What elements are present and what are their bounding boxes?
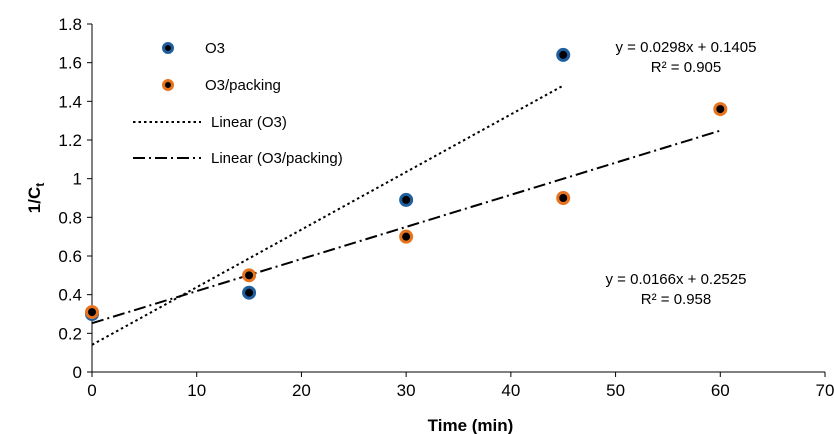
data-points [85, 47, 728, 321]
legend-marker-o3 [162, 42, 174, 54]
y-axis-title-main: 1/C [25, 187, 44, 213]
y-ticks: 0 0.2 0.4 0.6 0.8 1 1.2 1.4 1.6 1.8 [58, 15, 92, 382]
y-tick-label: 0.4 [58, 286, 82, 305]
y-tick-label: 1.6 [58, 54, 82, 73]
y-tick-label: 0.8 [58, 208, 82, 227]
x-tick-label: 50 [606, 381, 625, 400]
x-tick-label: 20 [292, 381, 311, 400]
svg-text:1/Ct: 1/Ct [25, 183, 47, 213]
data-point-o3 [399, 192, 414, 207]
trendline-o3 [91, 84, 564, 346]
legend-label-linear-o3: Linear (O3) [211, 114, 287, 131]
data-point-o3-packing [85, 305, 99, 320]
data-point-o3-packing [399, 229, 414, 244]
axes: 0 10 20 30 40 50 60 70 0 0.2 0.4 0.6 0.8 1 1.2 1.4 1.6 1… [58, 15, 834, 400]
trendlines [91, 84, 721, 346]
y-tick-label: 1.2 [58, 131, 82, 150]
data-point-o3-packing [242, 268, 257, 283]
data-point-o3-packing [713, 102, 728, 117]
legend-marker-o3-packing [162, 79, 174, 91]
y-tick-label: 0.2 [58, 324, 82, 343]
data-point-o3-packing [556, 191, 571, 205]
data-point-o3 [242, 285, 257, 300]
x-tick-label: 30 [397, 381, 416, 400]
x-tick-label: 40 [501, 381, 520, 400]
trendline-equation-o3: y = 0.0298x + 0.1405 [616, 39, 757, 56]
data-point-o3 [556, 47, 571, 62]
trendline-o3-packing [91, 129, 721, 325]
y-tick-label: 1 [73, 170, 82, 189]
trendline-r2-o3: R² = 0.905 [651, 59, 721, 76]
x-tick-label: 0 [87, 381, 96, 400]
trendline-r2-o3-packing: R² = 0.958 [641, 291, 711, 308]
legend-label-o3-packing: O3/packing [205, 77, 281, 94]
y-axis-title: 1/Ct [25, 183, 47, 213]
trendline-equation-o3-packing: y = 0.0166x + 0.2525 [606, 271, 747, 288]
trendline-equations: y = 0.0298x + 0.1405 R² = 0.905 y = 0.01… [606, 39, 757, 308]
y-tick-label: 0 [73, 363, 82, 382]
y-tick-label: 1.8 [58, 15, 82, 34]
x-tick-label: 60 [711, 381, 730, 400]
y-tick-label: 0.6 [58, 247, 82, 266]
legend-label-linear-o3-packing: Linear (O3/packing) [211, 150, 343, 167]
legend-label-o3: O3 [205, 40, 225, 57]
y-axis-title-subscript: t [33, 183, 47, 187]
y-tick-label: 1.4 [58, 92, 82, 111]
x-tick-label: 70 [816, 381, 834, 400]
x-tick-label: 10 [187, 381, 206, 400]
x-ticks: 0 10 20 30 40 50 60 70 [87, 372, 834, 400]
legend: O3 O3/packing Linear (O3) Linear (O3/packin… [133, 40, 343, 167]
x-axis-title: Time (min) [428, 416, 514, 434]
